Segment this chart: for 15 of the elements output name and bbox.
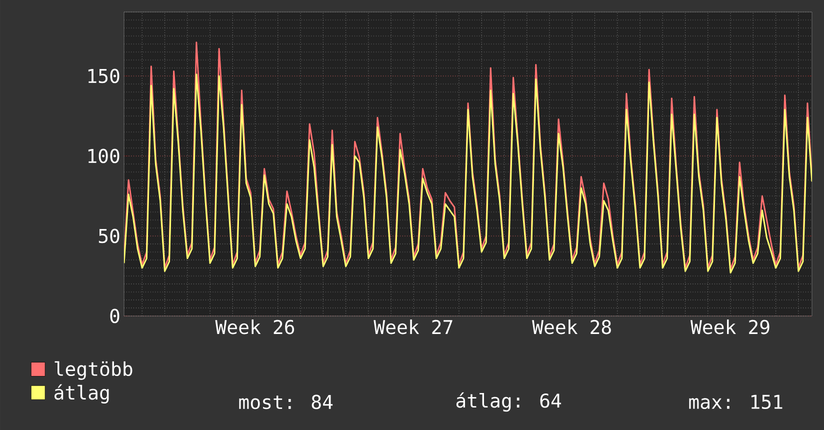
text: max: 151 bbox=[689, 394, 782, 410]
legend-label: átlag bbox=[54, 384, 109, 404]
legend-label: legtöbb bbox=[54, 361, 132, 380]
text: most: 84 bbox=[239, 394, 333, 410]
y-tick-label: 100 bbox=[88, 148, 120, 164]
text: átlag: 64 bbox=[456, 392, 562, 412]
line-series bbox=[124, 42, 812, 270]
y-tick-label: 150 bbox=[88, 68, 120, 84]
y-tick-label: 50 bbox=[98, 228, 120, 244]
line-series bbox=[124, 74, 812, 274]
x-tick-label: Week 29 bbox=[690, 320, 770, 334]
x-tick-label: Week 28 bbox=[532, 320, 611, 334]
x-tick-label: Week 27 bbox=[374, 320, 452, 334]
y-tick-label: 0 bbox=[110, 308, 120, 324]
x-tick-label: Week 26 bbox=[215, 320, 294, 334]
